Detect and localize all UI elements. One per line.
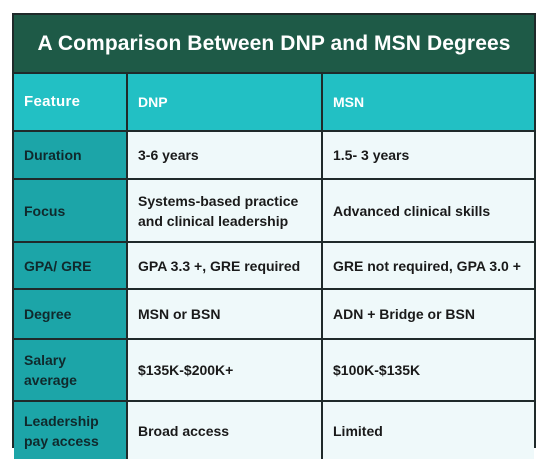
row-feature-duration: Duration [14, 130, 128, 180]
row-feature-focus: Focus [14, 178, 128, 243]
table-row: Salary average $135K-$200K+ $100K-$135K [14, 338, 534, 402]
msn-duration: 1.5- 3 years [321, 130, 534, 180]
comparison-table: Feature DNP MSN Duration 3-6 years 1.5- … [14, 74, 534, 459]
header-feature: Feature [14, 74, 128, 132]
msn-gpa-gre: GRE not required, GPA 3.0 + [321, 241, 534, 290]
table-row: Focus Systems-based practice and clinica… [14, 178, 534, 243]
header-row: Feature DNP MSN [14, 74, 534, 132]
table-title: A Comparison Between DNP and MSN Degrees [14, 15, 534, 74]
msn-salary: $100K-$135K [321, 338, 534, 402]
msn-degree: ADN + Bridge or BSN [321, 288, 534, 340]
dnp-focus: Systems-based practice and clinical lead… [126, 178, 323, 243]
table-row: Duration 3-6 years 1.5- 3 years [14, 130, 534, 180]
row-feature-gpa-gre: GPA/ GRE [14, 241, 128, 290]
row-feature-salary: Salary average [14, 338, 128, 402]
dnp-salary: $135K-$200K+ [126, 338, 323, 402]
dnp-leadership: Broad access [126, 400, 323, 459]
row-feature-degree: Degree [14, 288, 128, 340]
header-dnp: DNP [126, 74, 323, 132]
dnp-duration: 3-6 years [126, 130, 323, 180]
row-feature-leadership: Leadership pay access [14, 400, 128, 459]
dnp-gpa-gre: GPA 3.3 +, GRE required [126, 241, 323, 290]
header-msn: MSN [321, 74, 534, 132]
table-row: Leadership pay access Broad access Limit… [14, 400, 534, 459]
msn-leadership: Limited [321, 400, 534, 459]
table-row: GPA/ GRE GPA 3.3 +, GRE required GRE not… [14, 241, 534, 290]
msn-focus: Advanced clinical skills [321, 178, 534, 243]
table-row: Degree MSN or BSN ADN + Bridge or BSN [14, 288, 534, 340]
dnp-degree: MSN or BSN [126, 288, 323, 340]
comparison-table-card: A Comparison Between DNP and MSN Degrees… [12, 13, 536, 459]
